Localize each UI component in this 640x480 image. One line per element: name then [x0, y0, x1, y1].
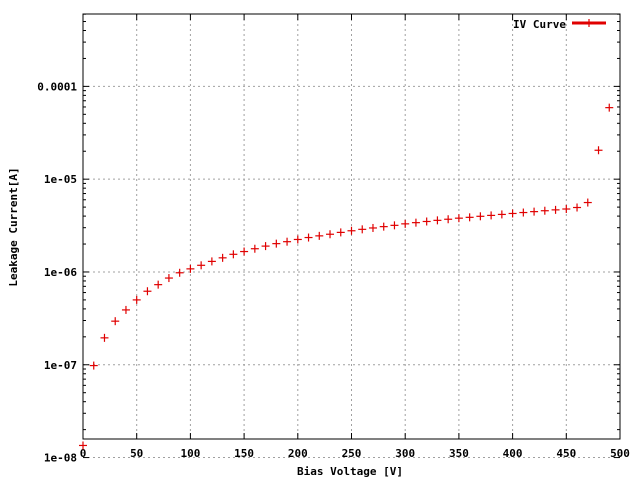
data-point [594, 146, 603, 155]
data-point [390, 221, 399, 230]
x-tick-label: 400 [503, 447, 523, 460]
x-tick-label: 450 [556, 447, 576, 460]
data-point [186, 264, 195, 273]
data-point [465, 213, 474, 222]
data-point [293, 235, 302, 244]
data-point [250, 244, 259, 253]
data-point [229, 250, 238, 259]
data-point [336, 228, 345, 237]
data-point [562, 205, 571, 214]
x-tick-label: 50 [130, 447, 143, 460]
data-point [89, 361, 98, 370]
x-tick-label: 0 [80, 447, 87, 460]
data-point [197, 261, 206, 270]
y-axis-ticks: 1e-08 1e-07 1e-06 1e-05 0.0001 [37, 13, 620, 465]
data-point [132, 295, 141, 304]
data-point [121, 305, 130, 314]
x-axis-label: Bias Voltage [V] [297, 465, 403, 478]
y-tick-label: 0.0001 [37, 80, 77, 93]
y-tick-label: 1e-06 [44, 266, 77, 279]
data-point [218, 253, 227, 262]
data-point [283, 237, 292, 246]
legend-label: IV Curve [513, 18, 566, 31]
legend: IV Curve [513, 18, 606, 31]
data-point [143, 287, 152, 296]
x-tick-label: 250 [342, 447, 362, 460]
data-point [154, 280, 163, 289]
data-point [79, 441, 87, 450]
data-point [164, 274, 173, 283]
grid-lines [83, 14, 620, 459]
data-point [530, 207, 539, 216]
data-point [519, 208, 528, 217]
y-tick-label: 1e-07 [44, 359, 77, 372]
data-point [315, 231, 324, 240]
data-point [304, 233, 313, 242]
data-point [583, 198, 592, 207]
data-point [508, 209, 517, 218]
data-point [487, 211, 496, 220]
data-point [401, 219, 410, 228]
data-point [347, 226, 356, 235]
data-point [175, 268, 184, 277]
data-point [207, 257, 216, 266]
data-point [379, 222, 388, 231]
data-point [551, 205, 560, 214]
data-point [261, 242, 270, 251]
data-point [422, 217, 431, 226]
data-point [326, 230, 335, 239]
data-point [272, 239, 281, 248]
data-point [358, 225, 367, 234]
data-point [444, 215, 453, 224]
legend-marker [585, 19, 593, 27]
data-points [79, 103, 614, 450]
data-point [100, 333, 109, 342]
data-point [111, 317, 120, 326]
data-point [411, 218, 420, 227]
x-tick-label: 150 [234, 447, 254, 460]
data-point [240, 247, 249, 256]
x-tick-label: 100 [180, 447, 200, 460]
y-tick-label: 1e-08 [44, 452, 77, 465]
data-point [540, 206, 549, 215]
x-tick-label: 500 [610, 447, 630, 460]
data-point [573, 203, 582, 212]
data-point [605, 103, 614, 112]
y-axis-label: Leakage Current[A] [7, 167, 20, 286]
x-tick-label: 300 [395, 447, 415, 460]
x-tick-label: 350 [449, 447, 469, 460]
data-point [454, 214, 463, 223]
data-point [476, 212, 485, 221]
data-point [368, 223, 377, 232]
y-tick-label: 1e-05 [44, 173, 77, 186]
data-point [433, 216, 442, 225]
x-tick-label: 200 [288, 447, 308, 460]
x-axis-ticks: 0 50 100 150 200 250 300 350 400 450 500 [80, 14, 630, 460]
data-point [497, 210, 506, 219]
